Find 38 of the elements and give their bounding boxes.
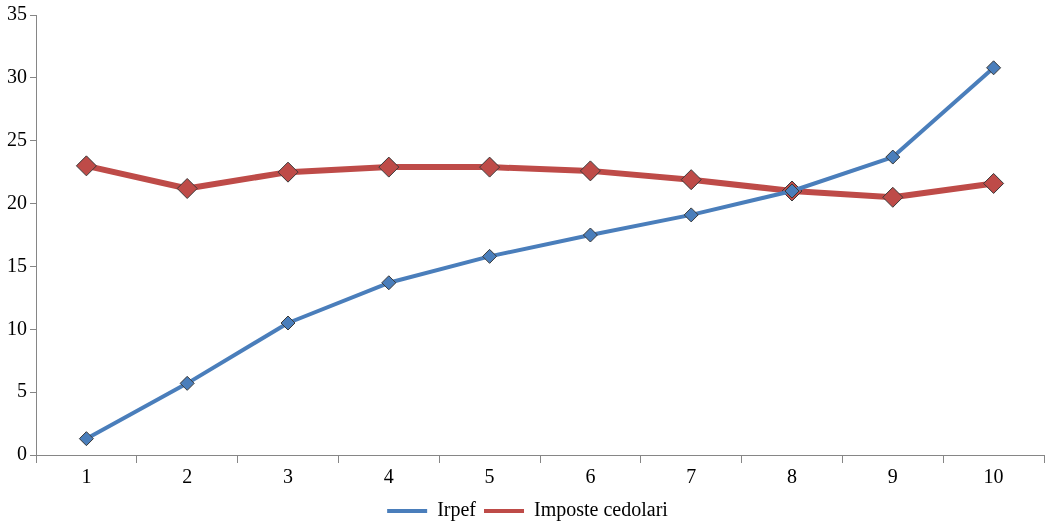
point (683, 207, 699, 223)
y-tick-label: 20 (7, 190, 27, 213)
point (885, 149, 901, 165)
point (176, 177, 198, 199)
point (986, 60, 1002, 76)
point (277, 161, 299, 183)
point (378, 156, 400, 178)
x-tick-label: 4 (383, 465, 394, 488)
x-tick-label: 2 (182, 465, 193, 488)
x-tick-label: 5 (484, 465, 495, 488)
point (381, 275, 397, 291)
legend-label: Imposte cedolari (534, 498, 669, 522)
point (479, 156, 501, 178)
point (482, 248, 498, 264)
y-tick-label: 35 (7, 2, 27, 25)
legend-label: Irpef (437, 498, 477, 522)
point (280, 315, 296, 331)
y-tick-label: 10 (7, 316, 27, 339)
x-tick-label: 9 (887, 465, 898, 488)
y-tick-label: 15 (7, 253, 27, 276)
point (882, 186, 904, 208)
x-tick-label: 6 (585, 465, 596, 488)
x-tick-label: 7 (686, 465, 697, 488)
point (579, 160, 601, 182)
x-tick-label: 10 (983, 465, 1004, 488)
x-tick-label: 8 (787, 465, 797, 488)
x-tick-label: 1 (81, 465, 92, 488)
y-tick-label: 0 (17, 442, 27, 465)
point (179, 375, 195, 391)
point (680, 169, 702, 191)
y-tick-label: 25 (7, 127, 27, 150)
y-tick-label: 30 (7, 65, 27, 88)
y-tick-label: 5 (17, 379, 27, 402)
point (78, 431, 94, 447)
x-tick-label: 3 (283, 465, 293, 488)
point (75, 155, 97, 177)
point (582, 227, 598, 243)
point (983, 172, 1005, 194)
